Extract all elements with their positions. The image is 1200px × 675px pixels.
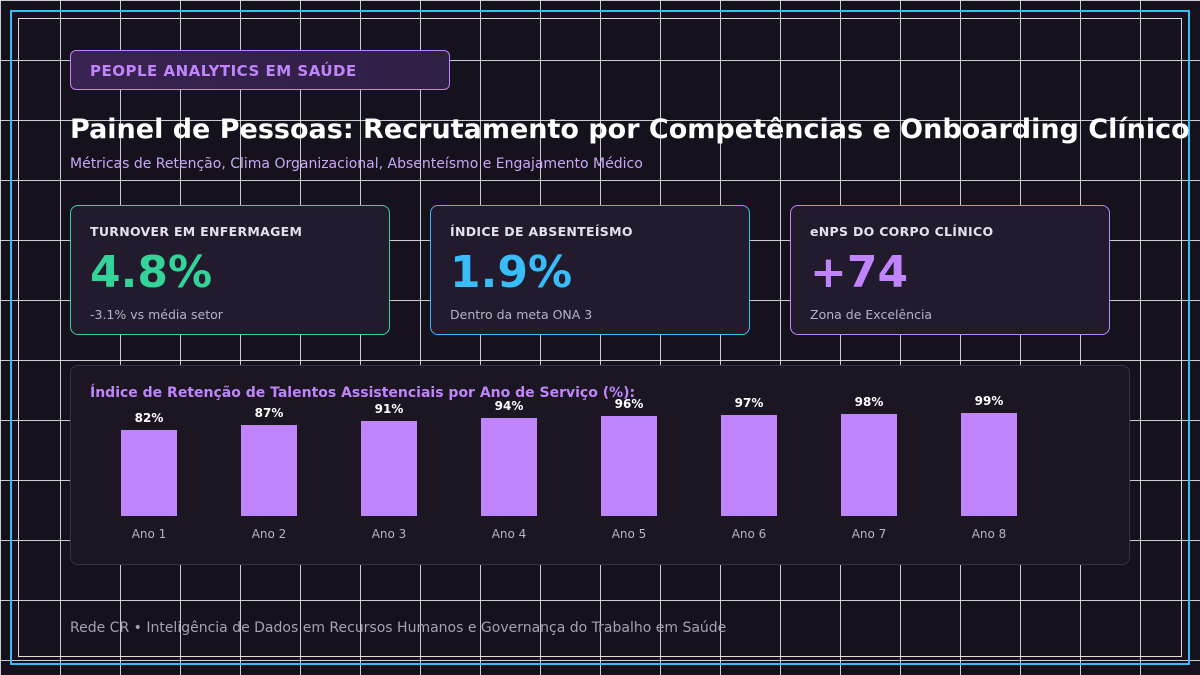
x-tick-label: Ano 6	[732, 527, 767, 541]
bar-ano-8	[961, 413, 1017, 516]
bar-value-label: 87%	[255, 406, 284, 420]
kpi-label: ÍNDICE DE ABSENTEÍSMO	[450, 224, 633, 239]
category-badge: PEOPLE ANALYTICS EM SAÚDE	[70, 50, 450, 90]
footer-text: Rede CR • Inteligência de Dados em Recur…	[70, 620, 727, 636]
kpi-value: 4.8%	[90, 247, 213, 298]
retention-chart-panel: 82% Ano 1 87% Ano 2 91% Ano 3 94% Ano 4 96% Ano 5…	[70, 365, 1130, 565]
x-tick-label: Ano 4	[492, 527, 527, 541]
page-subtitle: Métricas de Retenção, Clima Organizacion…	[70, 156, 643, 172]
kpi-note: Zona de Excelência	[810, 307, 933, 322]
x-tick-label: Ano 1	[132, 527, 167, 541]
bar-ano-1	[121, 430, 177, 516]
kpi-card-turnover: TURNOVER EM ENFERMAGEM 4.8% -3.1% vs méd…	[70, 205, 390, 335]
x-tick-label: Ano 3	[372, 527, 407, 541]
page-title: Painel de Pessoas: Recrutamento por Comp…	[70, 114, 1190, 145]
inner-frame	[18, 18, 1182, 657]
bar-value-label: 97%	[735, 396, 764, 410]
bar-value-label: 82%	[135, 411, 164, 425]
x-tick-label: Ano 7	[852, 527, 887, 541]
bar-ano-2	[241, 425, 297, 516]
x-tick-label: Ano 2	[252, 527, 287, 541]
kpi-label: TURNOVER EM ENFERMAGEM	[90, 224, 303, 239]
kpi-value: 1.9%	[450, 247, 573, 298]
bar-ano-7	[841, 414, 897, 516]
bar-value-label: 98%	[855, 395, 884, 409]
kpi-label: eNPS DO CORPO CLÍNICO	[810, 224, 994, 239]
bar-ano-3	[361, 421, 417, 516]
bar-value-label: 99%	[975, 394, 1004, 408]
kpi-card-absenteeism: ÍNDICE DE ABSENTEÍSMO 1.9% Dentro da met…	[430, 205, 750, 335]
bar-value-label: 96%	[615, 397, 644, 411]
bar-value-label: 94%	[495, 399, 524, 413]
outer-frame	[10, 10, 1190, 665]
bar-ano-6	[721, 415, 777, 516]
bar-value-label: 91%	[375, 402, 404, 416]
bar-ano-5	[601, 416, 657, 516]
kpi-card-enps: eNPS DO CORPO CLÍNICO +74 Zona de Excelê…	[790, 205, 1110, 335]
bar-ano-4	[481, 418, 537, 516]
kpi-note: Dentro da meta ONA 3	[450, 307, 593, 322]
chart-title: Índice de Retenção de Talentos Assistenc…	[90, 385, 636, 401]
x-tick-label: Ano 8	[972, 527, 1007, 541]
retention-bar-chart: 82% Ano 1 87% Ano 2 91% Ano 3 94% Ano 4 96% Ano 5…	[121, 394, 1017, 541]
x-tick-label: Ano 5	[612, 527, 647, 541]
kpi-value: +74	[810, 247, 909, 298]
kpi-note: -3.1% vs média setor	[90, 307, 223, 322]
